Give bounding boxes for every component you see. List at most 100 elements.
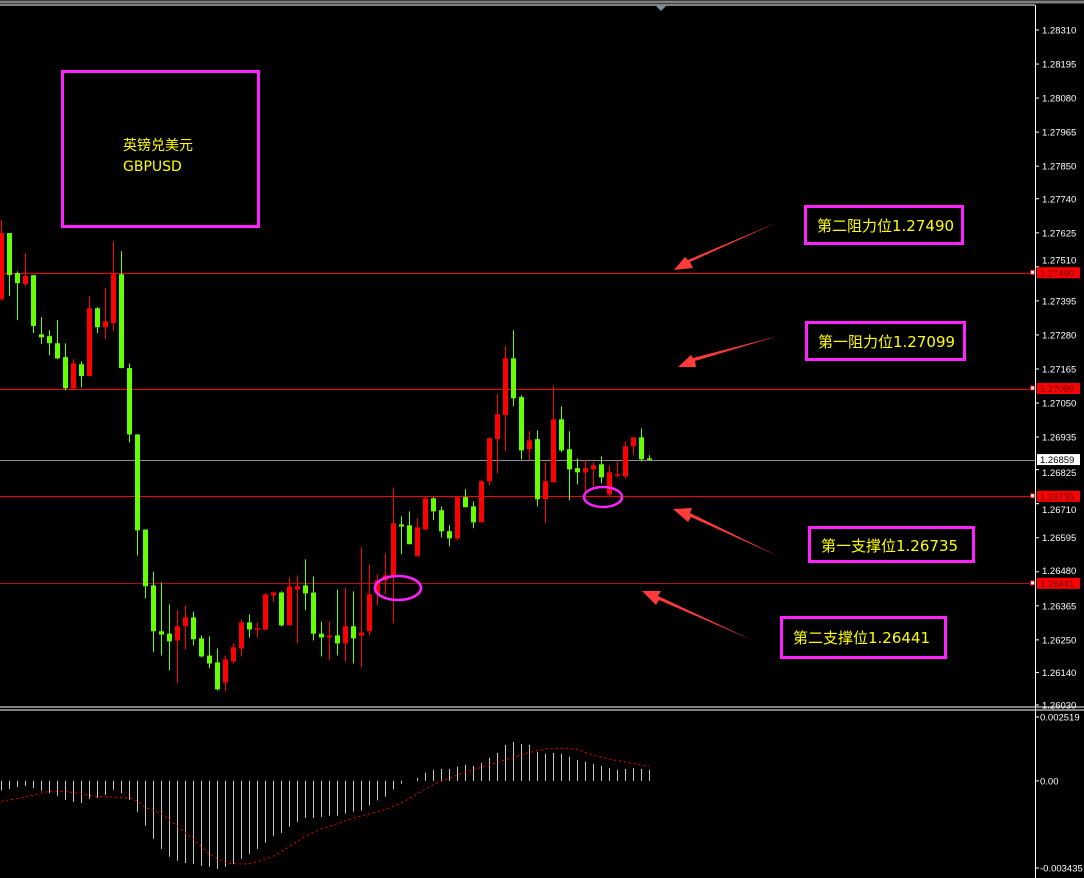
highlight-ellipse	[373, 574, 423, 602]
candle-body	[71, 363, 76, 389]
level-price-tag	[1037, 267, 1080, 279]
candle-body	[127, 368, 132, 435]
candle-body	[343, 626, 348, 644]
candle-body	[111, 274, 116, 324]
level-handle[interactable]	[1030, 269, 1035, 275]
macd-panel	[1, 741, 650, 869]
candle-body	[207, 655, 212, 664]
candle-body	[463, 497, 468, 508]
candle-body	[215, 662, 220, 690]
level-handle[interactable]	[1030, 493, 1035, 499]
support-1-note: 第一支撑位1.26735	[821, 537, 958, 555]
support-2-box	[780, 616, 947, 659]
price-tick-label: 1.27165	[1042, 364, 1076, 375]
level-handle[interactable]	[1030, 385, 1035, 391]
candle-body	[295, 586, 300, 590]
candle-body	[239, 622, 244, 649]
candle-body	[559, 419, 564, 451]
price-tick-label: 1.26250	[1042, 635, 1076, 646]
candle-body	[527, 440, 532, 450]
level-price-label: 1.26441	[1040, 579, 1074, 590]
candle-body	[103, 321, 108, 328]
candle-body	[511, 358, 516, 399]
price-tick-label: 1.27050	[1042, 399, 1076, 410]
price-tick-label: 1.27625	[1042, 228, 1076, 239]
candle-body	[599, 464, 604, 478]
candles	[0, 220, 652, 692]
price-tick-label: 1.27510	[1042, 255, 1076, 266]
level-price-tag	[1037, 490, 1080, 502]
candle-body	[0, 233, 4, 300]
candle-body	[615, 474, 620, 476]
price-tick-label: 1.28080	[1042, 94, 1076, 105]
candle-body	[647, 458, 652, 460]
candle-body	[447, 531, 452, 539]
price-tick-label: 1.27740	[1042, 194, 1076, 205]
price-tick-label: 1.27280	[1042, 330, 1076, 341]
price-tick-label: 1.26595	[1042, 533, 1076, 544]
candle-body	[231, 647, 236, 662]
candle-body	[503, 358, 508, 416]
candle-body	[79, 364, 84, 377]
candle-body	[199, 638, 204, 657]
candle-body	[55, 343, 60, 359]
candle-body	[247, 622, 252, 630]
candle-body	[487, 438, 492, 482]
candle-body	[39, 334, 44, 338]
candle-body	[551, 419, 556, 483]
level-handle[interactable]	[1030, 580, 1035, 586]
price-tick-label: 1.27395	[1042, 296, 1076, 307]
candle-body	[439, 510, 444, 532]
candle-body	[191, 617, 196, 640]
candle-body	[167, 633, 172, 642]
candle-body	[303, 585, 308, 594]
candle-body	[567, 449, 572, 470]
candle-body	[311, 592, 316, 634]
macd-tick-label: 0.00	[1040, 776, 1059, 787]
candle-body	[351, 626, 356, 639]
price-tick-label: 1.26030	[1042, 701, 1076, 712]
candle-body	[271, 592, 276, 596]
candle-body	[519, 397, 524, 451]
candle-body	[415, 527, 420, 557]
candle-body	[135, 434, 140, 531]
candle-body	[143, 529, 148, 587]
candle-body	[607, 472, 612, 495]
price-tick-label: 1.26140	[1042, 668, 1076, 679]
price-tick-label: 1.26825	[1042, 468, 1076, 479]
candle-body	[175, 626, 180, 641]
candle-body	[15, 273, 20, 284]
candle-body	[455, 497, 460, 539]
support-1-box	[808, 526, 975, 563]
candle-body	[335, 635, 340, 644]
candle-body	[535, 439, 540, 500]
candle-body	[631, 437, 636, 447]
price-tick-label: 1.26365	[1042, 601, 1076, 612]
resistance-1-box	[805, 321, 966, 361]
level-price-tag	[1037, 577, 1080, 589]
arrow-icon	[642, 591, 752, 640]
highlight-ellipse	[582, 485, 624, 509]
level-price-tag	[1037, 383, 1080, 395]
candle-body	[391, 523, 396, 578]
candle-body	[31, 275, 36, 327]
arrow-icon	[678, 336, 778, 367]
chart-shift-marker-icon[interactable]	[656, 6, 666, 11]
level-price-label: 1.26735	[1040, 492, 1074, 503]
candle-body	[423, 498, 428, 530]
symbol-annotation-box	[61, 70, 260, 228]
price-tick-label: 1.26935	[1042, 433, 1076, 444]
macd-tick-label: -0.003435	[1040, 864, 1083, 875]
level-price-label: 1.27490	[1040, 268, 1074, 279]
candle-body	[639, 437, 644, 460]
candle-body	[263, 594, 268, 630]
candle-body	[375, 580, 380, 594]
candle-body	[223, 659, 228, 683]
macd-signal-line	[1, 747, 650, 865]
arrow-icon	[673, 508, 780, 557]
macd-tick-label: 0.002519	[1040, 713, 1080, 724]
price-tick-label: 1.28195	[1042, 60, 1076, 71]
symbol-chinese-label: 英镑兑美元	[123, 137, 193, 154]
candle-body	[87, 308, 92, 377]
